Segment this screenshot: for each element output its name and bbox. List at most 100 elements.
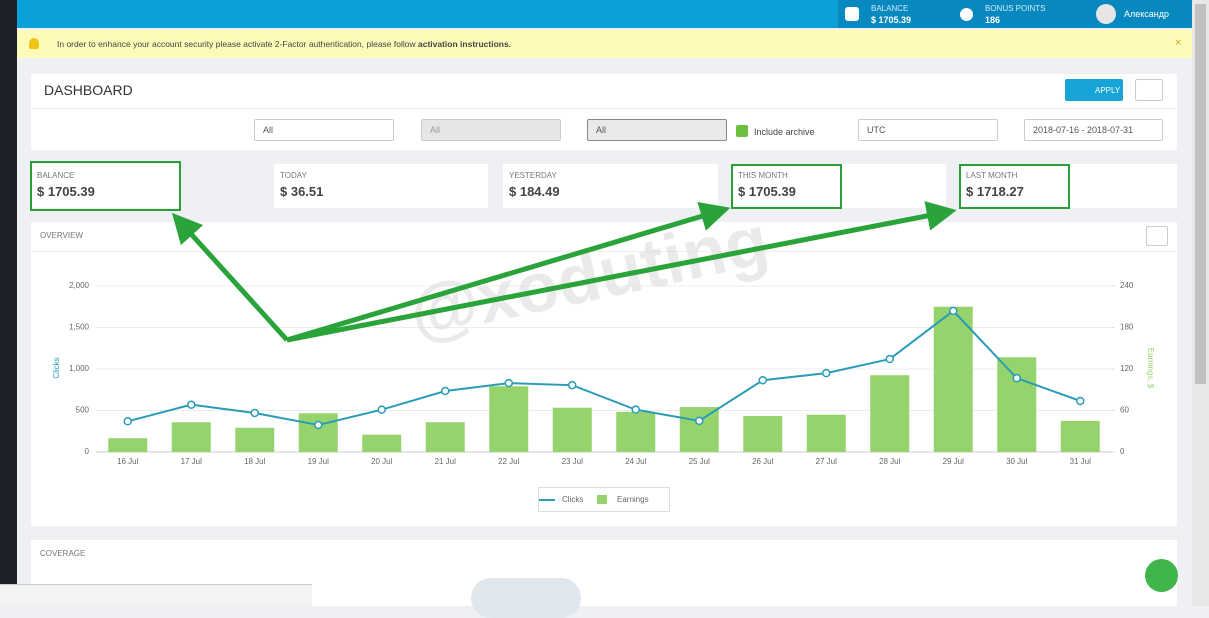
account-area <box>838 0 1192 28</box>
bar <box>616 411 656 452</box>
bottom-bar <box>0 584 312 606</box>
bar <box>171 422 211 452</box>
y-tick-label: 0 <box>85 447 90 456</box>
bar <box>933 306 973 452</box>
bar <box>552 407 592 452</box>
bonus-label: BONUS POINTS <box>985 4 1046 13</box>
x-tick-label: 29 Jul <box>943 457 965 466</box>
bonus-value: 186 <box>985 15 1001 25</box>
highlight-box <box>30 161 181 211</box>
y-tick-label: 1,000 <box>69 364 90 373</box>
y2-tick-label: 60 <box>1120 406 1129 415</box>
point <box>949 306 958 316</box>
menu-button[interactable] <box>1146 226 1168 246</box>
date-range[interactable]: 2018-07-16 - 2018-07-31 <box>1024 119 1163 141</box>
bar <box>1060 420 1100 452</box>
x-tick-label: 31 Jul <box>1070 457 1092 466</box>
stat-value: $ 1718.27 <box>966 184 1024 199</box>
stat-label: TODAY <box>280 171 307 180</box>
bar <box>362 434 402 452</box>
point <box>504 378 513 388</box>
bar <box>298 413 338 452</box>
tag-select[interactable]: All <box>421 119 561 141</box>
x-tick-label: 26 Jul <box>752 457 774 466</box>
point <box>758 375 767 385</box>
balance-value: $ 1705.39 <box>871 15 912 25</box>
bar <box>997 357 1037 452</box>
y2-tick-label: 0 <box>1120 447 1125 456</box>
annotation-arrows <box>171 201 957 343</box>
chat-button[interactable] <box>1145 559 1178 592</box>
bar <box>489 386 529 452</box>
alert-link[interactable]: activation instructions. <box>418 39 512 49</box>
highlight-box <box>959 164 1070 209</box>
stat-value: $ 36.51 <box>280 184 324 199</box>
legend-label: Earnings <box>617 495 649 504</box>
watermark: @xoduting <box>403 201 775 353</box>
bar <box>870 375 910 452</box>
y2-tick-label: 180 <box>1120 323 1134 332</box>
y-axis-title: Clicks <box>52 357 61 378</box>
bar <box>743 416 783 452</box>
alert-text: In order to enhance your account securit… <box>57 39 511 49</box>
point <box>1012 373 1021 383</box>
divider <box>31 108 1177 109</box>
folder-select[interactable]: All <box>254 119 394 141</box>
x-tick-label: 24 Jul <box>625 457 647 466</box>
balance-label: BALANCE <box>871 4 909 13</box>
apply-button[interactable]: APPLY <box>1065 79 1123 101</box>
point <box>441 386 450 396</box>
x-tick-label: 21 Jul <box>435 457 457 466</box>
group-select[interactable]: All <box>587 119 727 141</box>
stat-card: BALANCE $ 1705.39 <box>31 164 181 208</box>
coverage-title: COVERAGE <box>40 549 86 558</box>
y-tick-label: 500 <box>76 406 90 415</box>
line <box>127 309 1081 427</box>
point <box>1076 396 1085 406</box>
x-tick-label: 25 Jul <box>689 457 711 466</box>
stat-card: THIS MONTH $ 1705.39 <box>732 164 946 208</box>
archive-checkbox[interactable] <box>736 125 748 137</box>
chart: 0 500 1,000 1,500 2,000 0 60 120 180 240 Clicks Ear… <box>52 281 1155 504</box>
stat-value: $ 1705.39 <box>37 184 95 199</box>
stat-value: $ 1705.39 <box>738 184 796 199</box>
balance-icon <box>845 7 859 21</box>
timezone-select[interactable]: UTC <box>858 119 998 141</box>
user-name[interactable]: Александр <box>1124 9 1170 19</box>
x-tick-label: 23 Jul <box>562 457 584 466</box>
sidebar <box>0 0 17 606</box>
point <box>695 416 704 426</box>
bar <box>679 407 719 452</box>
legend-swatch <box>597 495 607 504</box>
bar <box>425 422 465 452</box>
overview-title: OVERVIEW <box>40 231 83 240</box>
y-tick-label: 2,000 <box>69 281 90 290</box>
stat-label: LAST MONTH <box>966 171 1018 180</box>
highlight-box <box>731 164 842 209</box>
arrow <box>171 212 289 342</box>
scrollbar[interactable] <box>1192 0 1209 606</box>
x-tick-label: 19 Jul <box>308 457 330 466</box>
alert-message: In order to enhance your account securit… <box>57 39 416 49</box>
bar <box>235 427 275 452</box>
avatar[interactable] <box>1096 4 1116 24</box>
legend-label: Clicks <box>562 495 583 504</box>
x-tick-label: 28 Jul <box>879 457 901 466</box>
archive-label[interactable]: Include archive <box>754 127 815 137</box>
x-tick-label: 22 Jul <box>498 457 520 466</box>
x-tick-label: 18 Jul <box>244 457 266 466</box>
alert-close[interactable]: × <box>1175 37 1182 49</box>
stat-label: BALANCE <box>37 171 75 180</box>
y-tick-label: 1,500 <box>69 323 90 332</box>
arrow <box>286 201 731 343</box>
point <box>822 368 831 378</box>
point <box>631 405 640 414</box>
dashboard-title: DASHBOARD <box>44 82 133 98</box>
filter-toggle[interactable] <box>1135 79 1163 101</box>
point <box>314 420 323 430</box>
point <box>885 354 894 364</box>
point <box>377 405 386 414</box>
legend <box>538 487 670 512</box>
